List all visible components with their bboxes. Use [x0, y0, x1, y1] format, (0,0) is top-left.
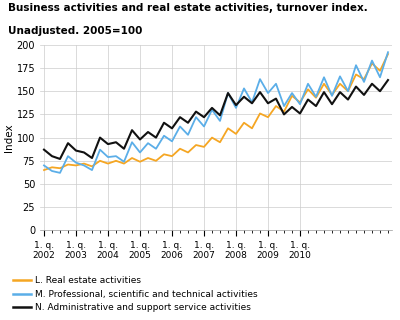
- Text: Business activities and real estate activities, turnover index.: Business activities and real estate acti…: [8, 3, 368, 13]
- Y-axis label: Index: Index: [4, 123, 14, 152]
- Legend: L. Real estate activities, M. Professional, scientific and technical activities,: L. Real estate activities, M. Profession…: [12, 276, 258, 312]
- Text: Unadjusted. 2005=100: Unadjusted. 2005=100: [8, 26, 142, 36]
